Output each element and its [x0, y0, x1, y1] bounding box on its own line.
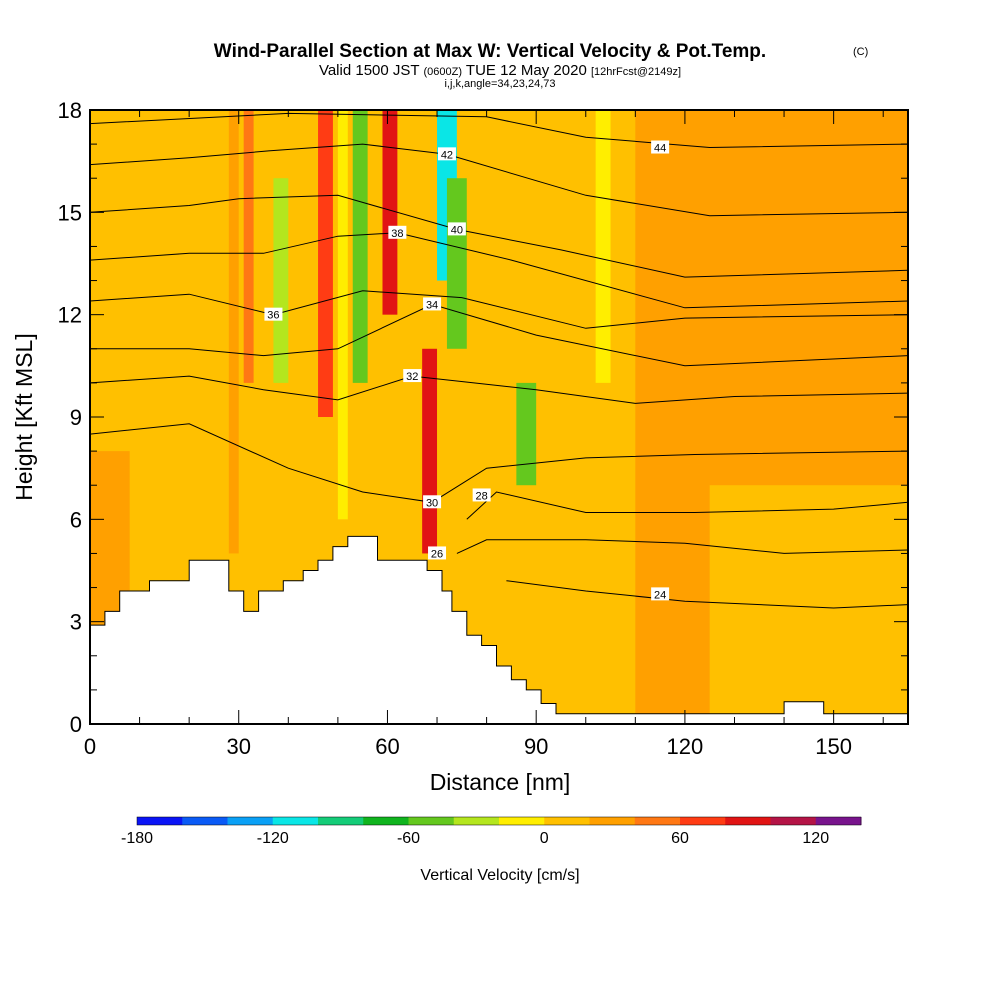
subtitle-grid-indices: i,j,k,angle=34,23,24,73 — [444, 78, 555, 90]
velocity-cell-2 — [228, 110, 239, 554]
colorbar-label: Vertical Velocity [cm/s] — [420, 867, 579, 884]
colorbar-tick--120: -120 — [257, 830, 289, 847]
contour-label-bg-28 — [472, 488, 491, 502]
contour-label-42: 42 — [441, 149, 453, 161]
colorbar-swatch-13 — [725, 817, 771, 825]
x-tick-label-90: 90 — [524, 734, 548, 759]
theta-contour-42 — [90, 143, 908, 217]
colorbar-swatch-0 — [137, 817, 183, 825]
x-tick-label-30: 30 — [226, 734, 250, 759]
y-tick-label-0: 0 — [70, 712, 82, 737]
colorbar-swatch-2 — [227, 817, 274, 825]
contour-label-24: 24 — [654, 589, 666, 601]
contour-label-40: 40 — [451, 224, 463, 236]
colorbar-swatch-14 — [770, 817, 817, 825]
contour-label-26: 26 — [431, 548, 443, 560]
colorbar-swatch-15 — [815, 817, 862, 825]
terrain-mask — [90, 535, 908, 724]
x-tick-label-120: 120 — [667, 734, 704, 759]
contour-label-32: 32 — [406, 371, 418, 383]
contour-label-bg-32 — [403, 369, 422, 383]
contour-label-bg-26 — [428, 546, 447, 560]
x-axis: 0 30 60 90 120 150 — [84, 110, 884, 759]
y-tick-label-6: 6 — [70, 507, 82, 532]
theta-contour-38 — [90, 232, 908, 309]
y-tick-label-18: 18 — [58, 98, 82, 123]
contour-label-bg-38 — [388, 225, 407, 239]
title-copyright-mark: (C) — [853, 46, 868, 58]
theta-contour-40 — [90, 194, 908, 278]
subtitle-utc-time: (0600Z) — [423, 66, 462, 78]
colorbar-swatch-4 — [318, 817, 364, 825]
y-tick-label-15: 15 — [58, 200, 82, 225]
velocity-cell-3 — [243, 110, 254, 383]
velocity-cell-5 — [318, 110, 333, 417]
contour-label-44: 44 — [654, 143, 666, 155]
colorbar-tick-60: 60 — [671, 830, 689, 847]
velocity-cell-15 — [709, 485, 908, 724]
colorbar-tick-120: 120 — [802, 830, 829, 847]
colorbar-swatch-11 — [634, 817, 681, 825]
colorbar-ticks: -180 -120 -60 0 60 120 — [121, 830, 829, 847]
theta-contour-36 — [90, 290, 908, 329]
colorbar-swatch-8 — [499, 817, 545, 825]
colorbar-tick-0: 0 — [540, 830, 549, 847]
velocity-cell-9 — [422, 348, 438, 554]
plot-area — [90, 110, 908, 724]
contour-label-34: 34 — [426, 299, 438, 311]
x-tick-label-60: 60 — [375, 734, 399, 759]
colorbar-tick--180: -180 — [121, 830, 153, 847]
theta-contour-24 — [506, 580, 908, 609]
colorbar-swatch-1 — [182, 817, 228, 825]
velocity-cell-7 — [352, 110, 368, 383]
chart-title: Wind-Parallel Section at Max W: Vertical… — [214, 41, 766, 62]
theta-contour-44 — [90, 112, 908, 149]
subtitle-valid-time: Valid 1500 JST — [319, 62, 419, 79]
velocity-cell-8 — [382, 110, 398, 315]
colorbar-swatch-7 — [453, 817, 500, 825]
velocity-cell-12 — [516, 382, 537, 486]
velocity-cell-4 — [273, 178, 289, 383]
colorbar-swatch-9 — [544, 817, 590, 825]
subtitle-date: TUE 12 May 2020 — [466, 62, 587, 79]
colorbar-swatch-12 — [680, 817, 726, 825]
x-tick-label-0: 0 — [84, 734, 96, 759]
colorbar-frame — [136, 816, 862, 826]
contour-label-bg-42 — [437, 147, 456, 161]
contour-label-36: 36 — [267, 310, 279, 322]
subtitle-forecast: [12hrFcst@2149z] — [591, 66, 681, 78]
contour-label-bg-40 — [447, 222, 466, 236]
x-tick-label-150: 150 — [815, 734, 852, 759]
colorbar-swatch-10 — [589, 817, 636, 825]
contour-label-28: 28 — [476, 490, 488, 502]
colorbar-tick--60: -60 — [397, 830, 420, 847]
contour-label-bg-24 — [651, 587, 670, 601]
contour-label-bg-30 — [423, 495, 442, 509]
chart-subtitle: Valid 1500 JST (0600Z) TUE 12 May 2020 [… — [319, 62, 681, 79]
velocity-cell-6 — [337, 110, 348, 520]
velocity-cell-11 — [446, 178, 467, 349]
y-tick-label-3: 3 — [70, 610, 82, 635]
theta-contour-34 — [90, 303, 908, 367]
contour-label-bg-44 — [651, 140, 670, 154]
y-tick-label-9: 9 — [70, 405, 82, 430]
contour-label-bg-34 — [423, 297, 442, 311]
theta-contour-28 — [466, 491, 908, 520]
contour-labels: 24 26 28 30 32 34 36 38 40 42 44 — [264, 140, 670, 601]
colorbar — [136, 816, 862, 826]
theta-contour-26 — [456, 539, 908, 554]
colorbar-swatch-5 — [363, 817, 409, 825]
colorbar-swatch-3 — [272, 817, 319, 825]
y-axis-label: Height [Kft MSL] — [11, 333, 37, 500]
velocity-cell-13 — [595, 110, 611, 383]
contour-label-30: 30 — [426, 497, 438, 509]
colorbar-swatch-6 — [408, 817, 455, 825]
x-axis-label: Distance [nm] — [430, 769, 571, 795]
contour-label-38: 38 — [391, 228, 403, 240]
y-tick-label-12: 12 — [58, 303, 82, 328]
contour-label-bg-36 — [264, 307, 283, 321]
